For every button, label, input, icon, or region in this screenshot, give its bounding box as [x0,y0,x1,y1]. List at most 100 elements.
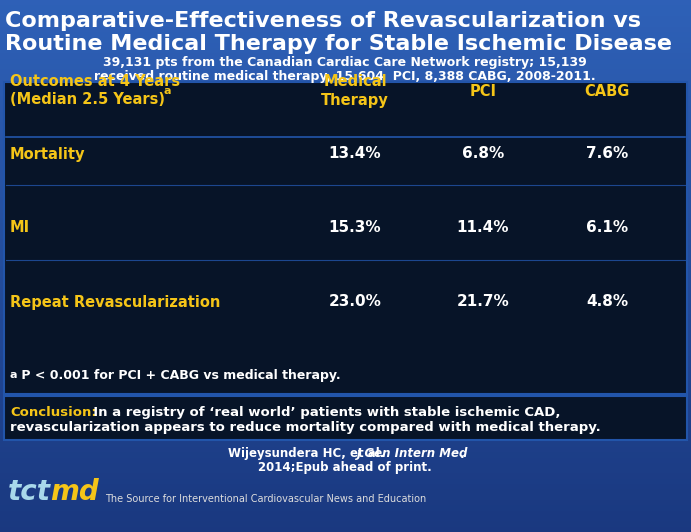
Bar [0,292,691,298]
Text: The Source for Interventional Cardiovascular News and Education: The Source for Interventional Cardiovasc… [105,494,426,504]
Bar [0,366,691,372]
Bar [0,180,691,186]
Bar [0,371,691,378]
Bar [0,95,691,101]
Bar [0,73,691,80]
Text: P < 0.001 for PCI + CABG vs medical therapy.: P < 0.001 for PCI + CABG vs medical ther… [17,369,341,381]
Bar [0,222,691,229]
Bar [0,116,691,122]
Bar [0,270,691,277]
Bar [0,36,691,43]
Bar [0,20,691,27]
Bar [0,63,691,69]
Text: a: a [164,86,171,96]
Bar [0,504,691,511]
Text: 7.6%: 7.6% [586,146,628,162]
Bar [0,143,691,149]
Bar [0,174,691,181]
Bar [0,488,691,495]
Bar [0,462,691,468]
Bar [0,265,691,271]
Bar [0,456,691,463]
Bar [0,435,691,442]
Bar [0,26,691,32]
Bar [0,313,691,319]
Bar [0,409,691,415]
Bar [0,355,691,362]
Bar [0,68,691,74]
Bar [0,440,691,447]
Bar [0,233,691,239]
Bar [0,47,691,53]
Text: Wijeysundera HC, et al.: Wijeysundera HC, et al. [228,447,388,461]
Text: Outcomes at 4 Years: Outcomes at 4 Years [10,73,180,88]
Bar [0,345,691,351]
Bar [0,105,691,112]
Text: Comparative-Effectiveness of Revascularization vs: Comparative-Effectiveness of Revasculari… [5,11,641,31]
Bar [0,472,691,479]
Text: Mortality: Mortality [10,146,86,162]
Text: 11.4%: 11.4% [457,220,509,235]
Bar [0,249,691,255]
Bar [0,111,691,117]
Bar [0,52,691,59]
Bar [0,350,691,356]
Bar [0,153,691,160]
Bar [0,297,691,303]
Bar [0,361,691,367]
Bar [0,41,691,48]
Bar [0,494,691,500]
Bar [0,467,691,473]
Bar [0,499,691,505]
Bar [0,446,691,452]
Bar [0,89,691,96]
Bar [0,127,691,133]
Bar [0,377,691,383]
Text: J Gen Intern Med: J Gen Intern Med [357,447,468,461]
Text: 21.7%: 21.7% [457,295,509,310]
Bar [0,254,691,261]
Bar [0,260,691,266]
Bar [0,169,691,176]
Text: 23.0%: 23.0% [328,295,381,310]
Bar [0,84,691,90]
Bar [0,510,691,516]
Text: Conclusion:: Conclusion: [10,406,97,419]
Text: 13.4%: 13.4% [329,146,381,162]
Text: 2014;Epub ahead of print.: 2014;Epub ahead of print. [258,461,432,473]
Bar [0,228,691,234]
Text: 6.1%: 6.1% [586,220,628,235]
Bar [0,159,691,165]
Bar [0,238,691,245]
Bar [0,15,691,21]
Text: 4.8%: 4.8% [586,295,628,310]
Bar [0,57,691,64]
Text: 6.8%: 6.8% [462,146,504,162]
Text: md: md [50,478,99,506]
Bar [0,302,691,309]
Bar [0,100,691,106]
Bar [0,414,691,420]
Bar [0,451,691,458]
Text: a: a [10,370,17,380]
Bar [4,82,687,394]
Bar [0,281,691,287]
Bar [0,403,691,410]
Text: In a registry of ‘real world’ patients with stable ischemic CAD,: In a registry of ‘real world’ patients w… [84,406,560,419]
Text: .: . [460,447,464,461]
Text: MI: MI [10,220,30,235]
Bar [0,318,691,325]
Bar [0,478,691,484]
Bar [0,419,691,426]
Bar [0,31,691,37]
Bar [0,206,691,213]
Bar [0,520,691,527]
Text: (Median 2.5 Years): (Median 2.5 Years) [10,93,165,107]
Bar [0,121,691,128]
Bar [0,10,691,16]
Bar [0,483,691,489]
Bar [0,164,691,170]
Text: 39,131 pts from the Canadian Cardiac Care Network registry; 15,139: 39,131 pts from the Canadian Cardiac Car… [103,56,587,69]
Text: Medical: Medical [323,73,387,88]
Bar [0,217,691,223]
